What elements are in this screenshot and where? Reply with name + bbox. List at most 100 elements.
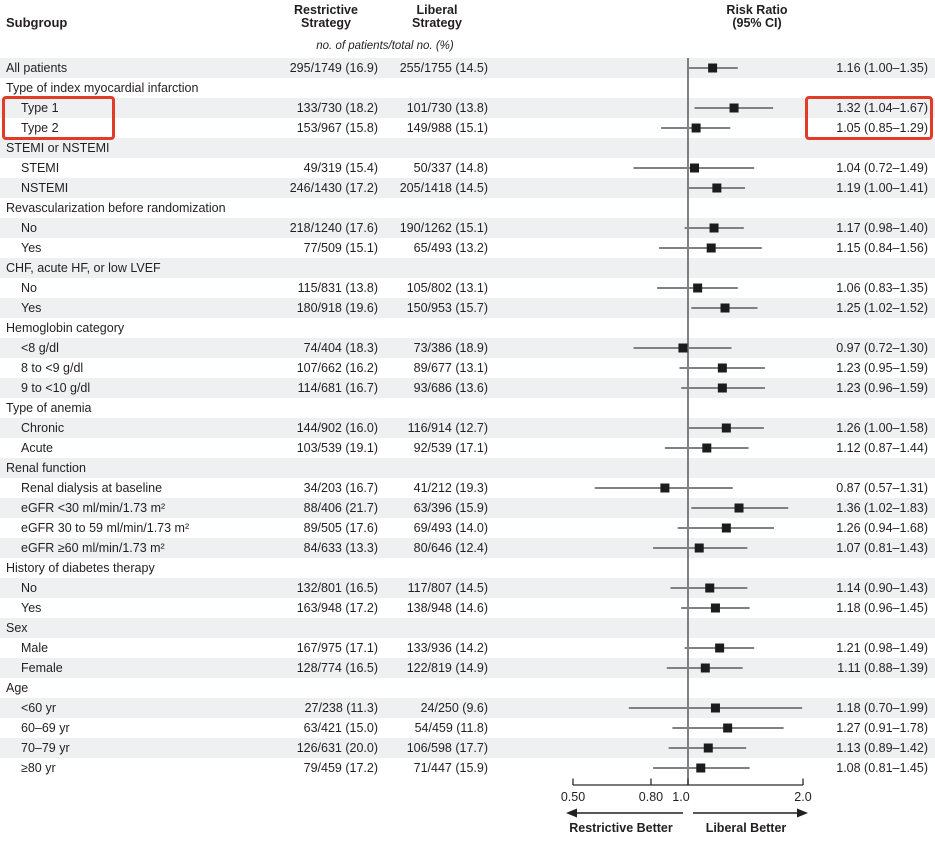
table-row: No 132/801 (16.5) 117/807 (14.5) 1.14 (0.90… [0,578,935,598]
table-row: Type 2 153/967 (15.8) 149/988 (15.1) 1.05 (… [0,118,935,138]
liberal-better-label: Liberal Better [706,821,787,835]
risk-ratio-value: 1.16 (1.00–1.35) [836,61,928,75]
risk-ratio-value: 1.19 (1.00–1.41) [836,181,928,195]
restrictive-value: 163/948 (17.2) [296,601,378,615]
subgroup-label: 8 to <9 g/dl [21,361,84,375]
table-row: Yes 180/918 (19.6) 150/953 (15.7) 1.25 (1.0… [0,298,935,318]
liberal-value: 138/948 (14.6) [406,601,488,615]
section-label: Revascularization before randomization [6,201,226,215]
section-header-row: STEMI or NSTEMI [0,138,935,158]
subgroup-label: No [21,221,37,235]
column-header-subgroup: Subgroup [6,15,68,30]
restrictive-value: 114/681 (16.7) [297,381,378,395]
liberal-value: 149/988 (15.1) [406,121,488,135]
subgroup-label: eGFR 30 to 59 ml/min/1.73 m² [21,521,190,535]
liberal-value: 150/953 (15.7) [406,301,488,315]
section-header-row: Hemoglobin category [0,318,935,338]
section-label: Sex [6,621,28,635]
restrictive-value: 63/421 (15.0) [303,721,378,735]
table-row: 60–69 yr 63/421 (15.0) 54/459 (11.8) 1.27 (… [0,718,935,738]
x-axis-tick-label: 0.80 [639,790,663,804]
risk-ratio-value: 1.25 (1.02–1.52) [836,301,928,315]
column-header-restrictive-line2: Strategy [300,16,352,30]
risk-ratio-value: 1.05 (0.85–1.29) [836,121,928,135]
section-label: History of diabetes therapy [6,561,155,575]
liberal-value: 117/807 (14.5) [407,581,488,595]
subgroup-label: Type 1 [21,101,59,115]
restrictive-value: 153/967 (15.8) [296,121,378,135]
section-label: CHF, acute HF, or low LVEF [6,261,161,275]
restrictive-value: 27/238 (11.3) [304,701,378,715]
table-row: eGFR <30 ml/min/1.73 m² 88/406 (21.7) 63/3… [0,498,935,518]
column-header-risk-ratio: Risk Ratio (95% CI) [697,4,817,30]
restrictive-value: 128/774 (16.5) [296,661,378,675]
liberal-value: 133/936 (14.2) [406,641,488,655]
section-label: Type of anemia [6,401,92,415]
liberal-value: 63/396 (15.9) [413,501,488,515]
table-row: <60 yr 27/238 (11.3) 24/250 (9.6) 1.18 (0.7… [0,698,935,718]
restrictive-value: 133/730 (18.2) [296,101,378,115]
risk-ratio-value: 1.21 (0.98–1.49) [836,641,928,655]
subgroup-label: NSTEMI [21,181,69,195]
subgroup-label: No [21,581,37,595]
column-header-restrictive-line1: Restrictive [294,3,358,17]
subgroup-label: Acute [21,441,53,455]
column-header-risk-ratio-line2: (95% CI) [732,16,782,30]
liberal-value: 73/386 (18.9) [413,341,488,355]
restrictive-value: 126/631 (20.0) [296,741,378,755]
restrictive-value: 49/319 (15.4) [303,161,378,175]
table-row: Type 1 133/730 (18.2) 101/730 (13.8) 1.32 (… [0,98,935,118]
subgroup-label: All patients [6,61,68,75]
table-row: eGFR ≥60 ml/min/1.73 m² 84/633 (13.3) 80/6… [0,538,935,558]
x-axis-tick-label: 1.0 [672,790,689,804]
subgroup-label: ≥80 yr [21,761,56,775]
section-header-row: Type of anemia [0,398,935,418]
liberal-value: 69/493 (14.0) [413,521,488,535]
subgroup-label: eGFR ≥60 ml/min/1.73 m² [21,541,165,555]
table-row: Yes 163/948 (17.2) 138/948 (14.6) 1.18 (0.9… [0,598,935,618]
risk-ratio-value: 0.87 (0.57–1.31) [836,481,928,495]
table-row: Renal dialysis at baseline 34/203 (16.7) 4… [0,478,935,498]
section-label: Age [6,681,29,695]
restrictive-value: 89/505 (17.6) [303,521,378,535]
restrictive-value: 218/1240 (17.6) [289,221,378,235]
liberal-value: 122/819 (14.9) [406,661,488,675]
risk-ratio-value: 1.36 (1.02–1.83) [836,501,928,515]
risk-ratio-value: 1.13 (0.89–1.42) [836,741,928,755]
x-axis-tick-label: 0.50 [561,790,585,804]
restrictive-value: 34/203 (16.7) [303,481,378,495]
risk-ratio-value: 1.23 (0.96–1.59) [836,381,928,395]
subgroup-label: <60 yr [21,701,57,715]
liberal-value: 65/493 (13.2) [413,241,488,255]
table-row: ≥80 yr 79/459 (17.2) 71/447 (15.9) 1.08 (0.… [0,758,935,778]
liberal-value: 116/914 (12.7) [407,421,488,435]
section-header-row: Sex [0,618,935,638]
table-row: 9 to <10 g/dl 114/681 (16.7) 93/686 (13.6)… [0,378,935,398]
restrictive-value: 246/1430 (17.2) [289,181,378,195]
column-header-liberal-line2: Strategy [411,16,463,30]
liberal-value: 80/646 (12.4) [413,541,488,555]
risk-ratio-value: 1.07 (0.81–1.43) [836,541,928,555]
section-label: Type of index myocardial infarction [6,81,199,95]
risk-ratio-value: 1.18 (0.96–1.45) [836,601,928,615]
section-header-row: Age [0,678,935,698]
column-header-risk-ratio-line1: Risk Ratio [726,3,788,17]
subgroup-label: eGFR <30 ml/min/1.73 m² [21,501,166,515]
column-header-liberal-line1: Liberal [416,3,458,17]
restrictive-value: 74/404 (18.3) [303,341,378,355]
restrictive-value: 115/831 (13.8) [297,281,378,295]
liberal-value: 255/1755 (14.5) [399,61,488,75]
restrictive-value: 103/539 (19.1) [296,441,378,455]
section-label: Hemoglobin category [6,321,125,335]
risk-ratio-value: 1.26 (1.00–1.58) [836,421,928,435]
table-row: Acute 103/539 (19.1) 92/539 (17.1) 1.12 (0.… [0,438,935,458]
subgroup-label: 9 to <10 g/dl [21,381,91,395]
risk-ratio-value: 0.97 (0.72–1.30) [836,341,928,355]
risk-ratio-value: 1.14 (0.90–1.43) [836,581,928,595]
restrictive-value: 144/902 (16.0) [296,421,378,435]
risk-ratio-value: 1.32 (1.04–1.67) [836,101,928,115]
risk-ratio-value: 1.04 (0.72–1.49) [836,161,928,175]
table-row: 8 to <9 g/dl 107/662 (16.2) 89/677 (13.1) 1… [0,358,935,378]
table-row: Chronic 144/902 (16.0) 116/914 (12.7) 1.26 … [0,418,935,438]
